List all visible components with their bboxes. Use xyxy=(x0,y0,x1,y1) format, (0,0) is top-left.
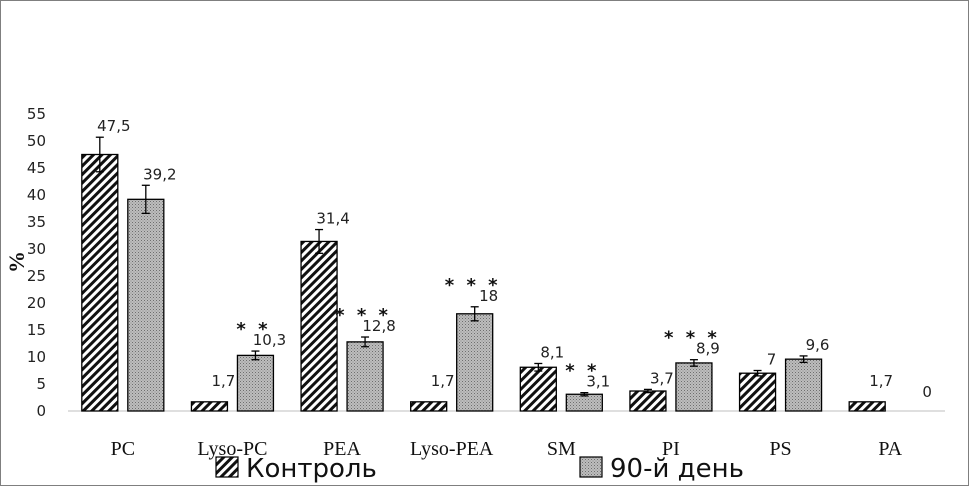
y-tick-label-15: 15 xyxy=(27,321,46,339)
y-tick-label-45: 45 xyxy=(27,159,46,177)
legend: Контроль 90-й день xyxy=(215,454,744,484)
data-label-pc-control: 47,5 xyxy=(97,117,130,135)
bar-pea-day90 xyxy=(346,341,384,412)
y-tick-label-10: 10 xyxy=(27,348,46,366)
error-bar-lyso-pc-day90 xyxy=(251,350,260,361)
data-label-sm-control: 8,1 xyxy=(540,343,564,361)
bar-pa-control xyxy=(848,401,886,412)
data-label-pea-control: 31,4 xyxy=(316,210,349,228)
y-axis-title: % xyxy=(4,251,29,273)
data-labels: 47,539,21,710,3* *31,412,8* * *1,718* * … xyxy=(97,117,932,401)
significance-lyso-pc: * * xyxy=(236,319,270,340)
y-axis: 0 5 10 15 20 25 30 35 40 45 50 55% xyxy=(4,105,46,420)
error-bar-pea-day90 xyxy=(361,336,370,348)
x-tick-label-lyso-pea: Lyso-PEA xyxy=(410,438,494,460)
data-label-pea-day90: 12,8 xyxy=(362,317,395,335)
x-tick-label-pi: PI xyxy=(662,438,680,460)
y-tick-label-0: 0 xyxy=(36,402,46,420)
data-label-ps-control: 7 xyxy=(767,351,777,369)
data-label-pi-control: 3,7 xyxy=(650,369,674,387)
data-label-pa-control: 1,7 xyxy=(869,372,893,390)
bar-lyso-pea-control xyxy=(410,401,448,412)
legend-item-day90: 90-й день xyxy=(579,454,744,484)
x-tick-label-pa: PA xyxy=(878,438,902,460)
data-label-pc-day90: 39,2 xyxy=(143,165,176,183)
x-tick-label-lyso-pc: Lyso-PC xyxy=(197,438,267,460)
error-bar-pi-control xyxy=(643,388,652,394)
error-bar-sm-control xyxy=(534,362,543,372)
error-bar-sm-day90 xyxy=(580,391,589,397)
bar-pc-control xyxy=(81,153,119,412)
legend-label: 90-й день xyxy=(610,454,744,484)
data-label-lyso-pea-control: 1,7 xyxy=(431,372,455,390)
bar-pi-day90 xyxy=(675,362,713,412)
x-tick-label-pea: PEA xyxy=(323,438,361,460)
significance-pea: * * * xyxy=(335,305,391,326)
error-bar-pc-control xyxy=(95,136,104,173)
bar-lyso-pc-control xyxy=(190,401,229,412)
error-bar-ps-control xyxy=(753,369,762,377)
data-label-sm-day90: 3,1 xyxy=(586,373,610,391)
x-axis: PC Lyso-PC PEA Lyso-PEA SM PI PS PA xyxy=(111,438,903,460)
x-tick-label-pc: PC xyxy=(111,438,135,460)
bar-sm-day90 xyxy=(565,393,603,412)
y-tick-label-30: 30 xyxy=(27,240,46,258)
legend-swatch xyxy=(215,456,239,478)
y-tick-label-50: 50 xyxy=(27,132,46,150)
error-bar-pea-control xyxy=(315,228,324,254)
x-tick-label-sm: SM xyxy=(547,438,576,460)
data-label-pa-day90: 0 xyxy=(922,383,932,401)
y-tick-label-25: 25 xyxy=(27,267,46,285)
bar-lyso-pc-day90 xyxy=(236,354,275,412)
error-bar-ps-day90 xyxy=(799,355,808,364)
bars xyxy=(81,136,886,412)
bar-ps-control xyxy=(738,372,777,412)
data-label-lyso-pc-day90: 10,3 xyxy=(253,331,286,349)
y-tick-label-35: 35 xyxy=(27,213,46,231)
data-label-lyso-pc-control: 1,7 xyxy=(212,372,236,390)
bar-lyso-pea-day90 xyxy=(456,313,494,412)
bar-pc-day90 xyxy=(127,198,165,412)
significance-sm: * * xyxy=(565,361,599,382)
data-label-pi-day90: 8,9 xyxy=(696,340,720,358)
bar-sm-control xyxy=(519,366,557,412)
y-tick-label-5: 5 xyxy=(36,375,46,393)
significance-pi: * * * xyxy=(664,328,720,349)
y-tick-label-40: 40 xyxy=(27,186,46,204)
significance-lyso-pea: * * * xyxy=(445,275,501,296)
data-label-lyso-pea-day90: 18 xyxy=(479,287,498,305)
data-label-ps-day90: 9,6 xyxy=(806,336,830,354)
y-tick-label-55: 55 xyxy=(27,105,46,123)
error-bar-pi-day90 xyxy=(689,359,698,367)
legend-item-control: Контроль xyxy=(215,454,377,484)
bar-pi-control xyxy=(629,390,667,412)
error-bar-lyso-pea-day90 xyxy=(470,306,479,322)
y-tick-label-20: 20 xyxy=(27,294,46,312)
x-tick-label-ps: PS xyxy=(769,438,791,460)
bar-pea-control xyxy=(300,240,338,412)
bar-ps-day90 xyxy=(784,358,823,412)
legend-swatch xyxy=(579,456,603,478)
error-bar-pc-day90 xyxy=(141,184,150,215)
legend-label: Контроль xyxy=(246,454,377,484)
